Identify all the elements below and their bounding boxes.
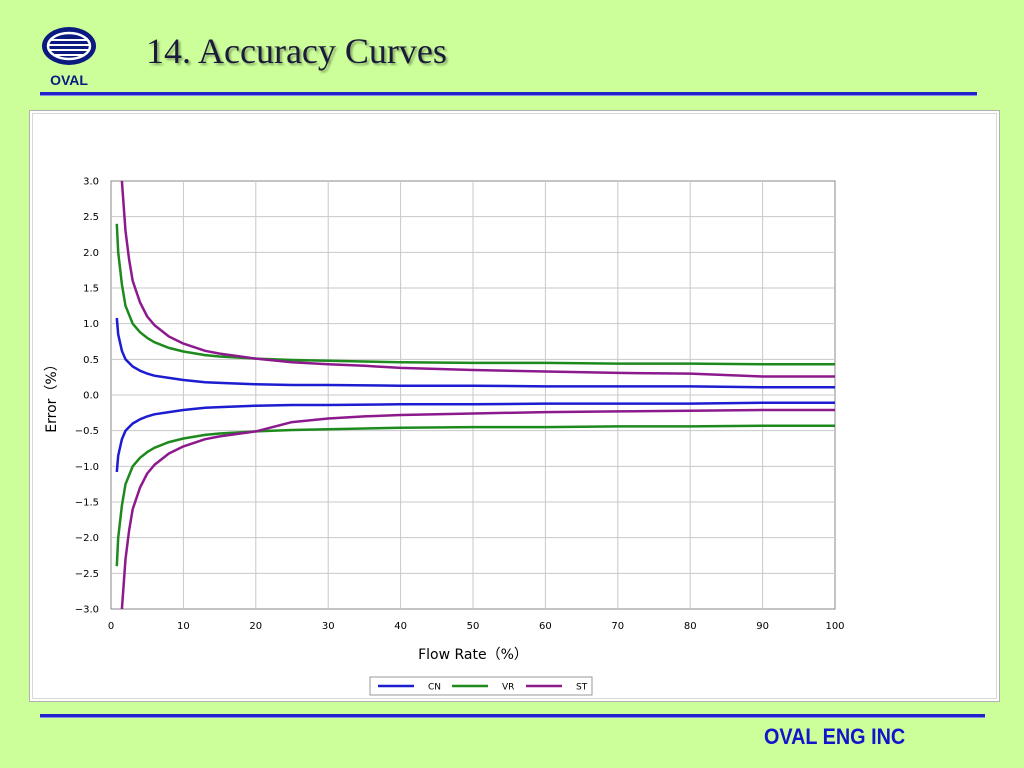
page-title: 14. Accuracy Curves: [146, 31, 447, 71]
chart-area: 3.0 2.5 2.0 1.5 1.0 0.5 0.0 −0.5 −1.0 −1.5 −2.0 −2.…: [29, 110, 1000, 702]
y-tick-label: −2.5: [75, 569, 99, 580]
accuracy-chart: 3.0 2.5 2.0 1.5 1.0 0.5 0.0 −0.5 −1.0 −1.5 −2.0 −2.…: [44, 177, 845, 696]
y-tick-label: −1.5: [75, 498, 99, 509]
oval-logo-icon: [42, 27, 96, 65]
x-tick-label: 70: [611, 621, 624, 632]
y-tick-label: 1.5: [83, 284, 99, 295]
x-tick-label: 60: [539, 621, 552, 632]
y-tick-label: 2.5: [83, 212, 99, 223]
y-tick-label: −1.0: [75, 462, 99, 473]
footer-divider: [40, 714, 985, 718]
x-tick-label: 30: [322, 621, 335, 632]
logo-text: OVAL: [50, 72, 88, 88]
series-vr-lower-line: [115, 424, 835, 567]
y-tick-label: 2.0: [83, 248, 99, 259]
y-tick-label: −2.0: [75, 533, 99, 544]
x-tick-label: 10: [177, 621, 190, 632]
y-tick-label: 0.0: [83, 391, 99, 402]
x-tick-label: 40: [394, 621, 407, 632]
x-tick-label: 100: [825, 621, 844, 632]
series-cn-lower-line: [115, 401, 835, 473]
x-tick-label: 0: [108, 621, 114, 632]
series-cn-upper-line: [115, 317, 835, 389]
legend-label-st: ST: [576, 683, 588, 693]
y-tick-label: −0.5: [75, 426, 99, 437]
x-tick-label: 90: [756, 621, 769, 632]
series-st-upper-line: [120, 180, 835, 378]
y-axis-label: Error（%）: [44, 357, 60, 432]
y-tick-label: 0.5: [83, 355, 99, 366]
x-tick-label: 50: [467, 621, 480, 632]
x-tick-label: 80: [684, 621, 697, 632]
series-vr-upper-line: [115, 223, 835, 366]
series-st-lower-line: [120, 408, 835, 610]
oval-logo: OVAL: [40, 26, 98, 90]
header-divider: [40, 92, 977, 96]
y-tick-label: 1.0: [83, 319, 99, 330]
legend-label-cn: CN: [428, 683, 441, 693]
y-tick-label: 3.0: [83, 177, 99, 188]
x-axis-label: Flow Rate（%）: [418, 647, 528, 663]
y-tick-label: −3.0: [75, 605, 99, 616]
x-tick-label: 20: [249, 621, 262, 632]
footer-company: OVAL ENG INC: [764, 724, 906, 749]
legend-label-vr: VR: [502, 683, 514, 693]
